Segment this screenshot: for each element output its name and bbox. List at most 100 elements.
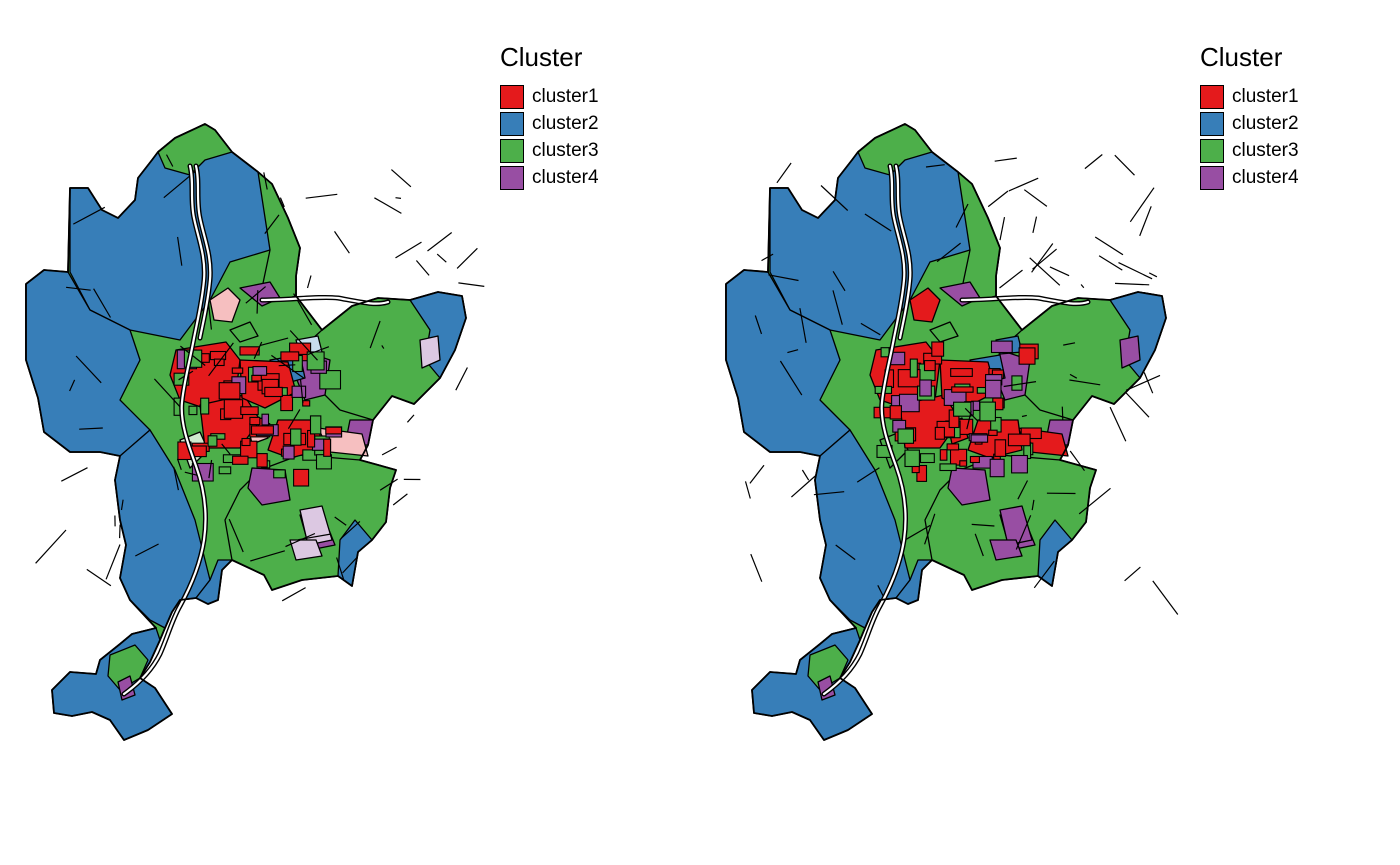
- map-region: [280, 351, 300, 362]
- map-region: [1011, 375, 1023, 391]
- cluster-map-right: [725, 123, 1179, 741]
- map-region: [289, 342, 312, 355]
- legend-item-cluster4: cluster4: [500, 164, 599, 191]
- legend-key-cluster2: [500, 111, 524, 136]
- region-boundary: [1114, 154, 1135, 176]
- region-boundary: [61, 467, 88, 482]
- map-region: [240, 406, 259, 416]
- map-region: [953, 401, 972, 417]
- region-boundary: [905, 524, 931, 540]
- map-region: [223, 399, 244, 419]
- map-region: [282, 445, 295, 460]
- region-boundary: [1069, 379, 1101, 386]
- region-boundary: [820, 185, 849, 211]
- region-boundary: [1023, 189, 1048, 207]
- region-boundary: [1032, 248, 1057, 270]
- region-boundary: [381, 345, 385, 349]
- region-boundary: [392, 493, 408, 506]
- region-boundary: [799, 308, 807, 343]
- region-boundary: [298, 533, 332, 541]
- legend-right: Cluster cluster1 cluster2 cluster3 clust…: [1200, 42, 1299, 191]
- region-boundary: [135, 543, 159, 557]
- legend-key-cluster1: [500, 84, 524, 109]
- map-region: [1018, 347, 1036, 365]
- map-region: [916, 464, 928, 482]
- region-boundary: [999, 269, 1023, 289]
- region-boundary: [1061, 406, 1064, 421]
- map-region: [909, 287, 941, 323]
- region-boundary: [1033, 560, 1055, 589]
- region-boundary: [369, 320, 381, 349]
- river: [894, 164, 912, 340]
- region-boundary: [391, 169, 412, 188]
- region-boundary: [835, 544, 856, 561]
- region-boundary: [924, 513, 936, 545]
- legend-title: Cluster: [500, 42, 583, 72]
- region-boundary: [1124, 566, 1141, 582]
- region-boundary: [1017, 480, 1029, 500]
- region-boundary: [86, 568, 112, 587]
- region-boundary: [1129, 187, 1155, 223]
- legend-item-cluster3: cluster3: [1200, 137, 1299, 164]
- region-boundary: [754, 315, 763, 335]
- region-boundary: [250, 550, 285, 562]
- region-boundary: [1069, 450, 1085, 472]
- legend-item-cluster1: cluster1: [500, 83, 599, 110]
- map-region: [889, 405, 902, 420]
- region-boundary: [381, 446, 397, 456]
- region-boundary: [289, 330, 318, 361]
- legend-label: cluster4: [1232, 166, 1299, 188]
- region-boundary: [374, 197, 402, 214]
- map-region: [249, 416, 261, 426]
- region-boundary: [744, 481, 751, 499]
- map-region: [909, 358, 918, 378]
- region-boundary: [256, 290, 259, 314]
- region-boundary: [1098, 255, 1123, 271]
- map-region: [319, 370, 342, 390]
- legend-left: Cluster cluster1 cluster2 cluster3 clust…: [500, 42, 599, 191]
- map-region: [939, 449, 948, 461]
- map-region: [1119, 335, 1141, 369]
- legend-label: cluster3: [532, 139, 599, 161]
- map-region: [207, 435, 218, 447]
- region-boundary: [395, 241, 422, 259]
- region-boundary: [253, 341, 263, 359]
- map-region: [990, 340, 1013, 354]
- legend-label: cluster4: [532, 166, 599, 188]
- region-boundary: [1143, 372, 1154, 394]
- map-region: [1020, 427, 1042, 440]
- region-boundary: [264, 214, 280, 234]
- map-region: [291, 385, 307, 398]
- region-boundary: [271, 354, 305, 379]
- legend-label: cluster2: [532, 112, 599, 134]
- region-boundary: [458, 282, 485, 287]
- region-boundary: [1080, 284, 1085, 289]
- map-region: [239, 346, 260, 356]
- region-boundary: [306, 275, 312, 289]
- region-boundary: [336, 557, 345, 580]
- region-boundary: [1124, 391, 1150, 418]
- legend-item-cluster4: cluster4: [1200, 164, 1299, 191]
- region-boundary: [340, 520, 361, 540]
- region-boundary: [1152, 580, 1179, 615]
- region-boundary: [955, 203, 969, 228]
- map-region: [950, 368, 973, 377]
- map-region: [252, 366, 268, 376]
- region-boundary: [1114, 282, 1150, 286]
- map-outline: [725, 123, 1167, 741]
- map-region: [241, 437, 251, 447]
- map-region: [293, 468, 310, 487]
- region-boundary: [1031, 499, 1035, 511]
- region-boundary: [749, 464, 765, 484]
- region-boundary: [971, 523, 995, 527]
- map-region: [904, 449, 920, 468]
- region-boundary: [279, 197, 285, 208]
- map-region: [999, 505, 1033, 546]
- region-boundary: [1069, 373, 1078, 379]
- region-boundary: [436, 253, 447, 263]
- region-boundary: [334, 231, 350, 254]
- map-region: [989, 458, 1005, 478]
- cluster-map-left: [25, 123, 485, 741]
- map-region: [280, 394, 294, 412]
